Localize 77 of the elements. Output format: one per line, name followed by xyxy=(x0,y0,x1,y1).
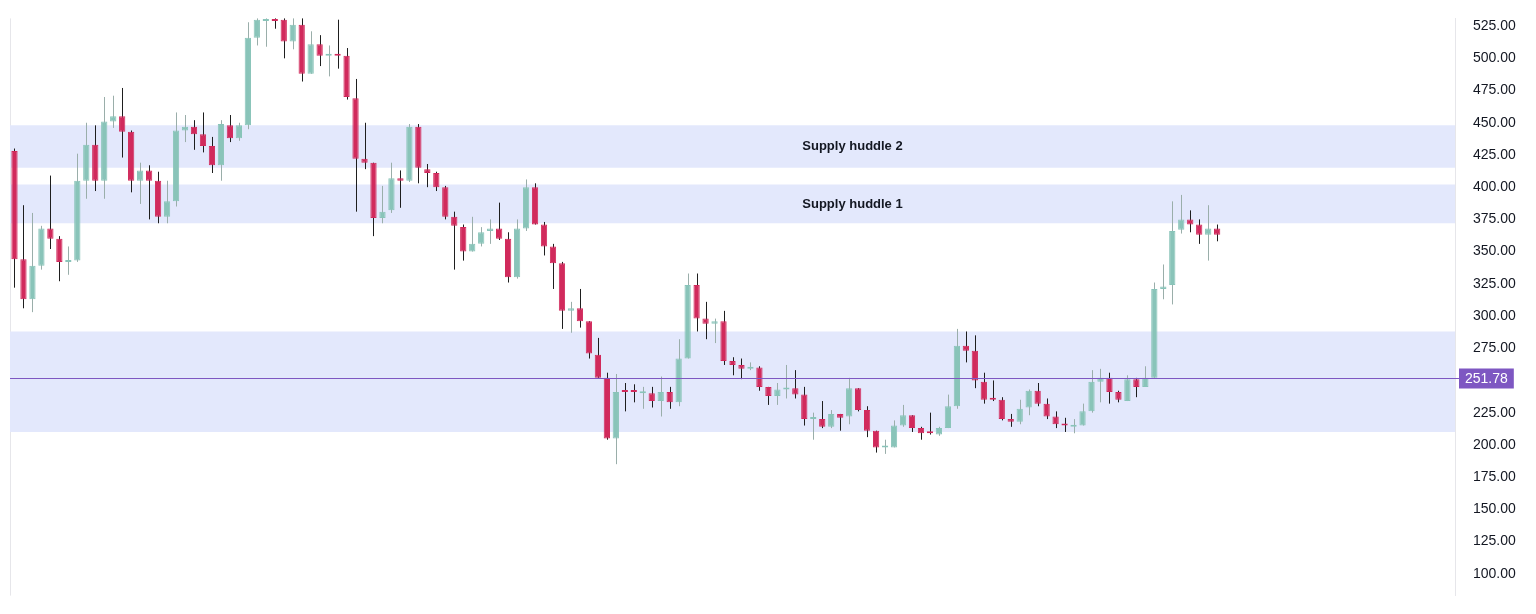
candlestick xyxy=(1034,382,1041,407)
y-tick-label: 100.00 xyxy=(1473,564,1517,581)
candlestick xyxy=(1106,372,1113,405)
candlestick xyxy=(451,211,458,271)
y-tick-label: 300.00 xyxy=(1473,306,1517,323)
candlestick xyxy=(226,114,234,143)
candlestick xyxy=(460,224,467,262)
candlestick xyxy=(1124,374,1131,402)
candlestick xyxy=(1160,263,1167,300)
candlestick xyxy=(56,235,63,282)
candlestick xyxy=(756,365,763,392)
candlestick xyxy=(899,404,907,428)
candlestick xyxy=(567,301,575,334)
y-tick-label: 425.00 xyxy=(1473,145,1517,162)
candlestick xyxy=(208,136,216,174)
candlestick xyxy=(199,111,207,153)
y-tick-label: 450.00 xyxy=(1473,113,1517,130)
y-tick-label: 375.00 xyxy=(1473,210,1517,227)
candlestick xyxy=(576,288,584,329)
candlestick xyxy=(549,243,557,290)
y-tick-label: 350.00 xyxy=(1473,242,1517,259)
candlestick xyxy=(119,87,126,159)
candlestick xyxy=(594,337,602,379)
y-tick-label: 400.00 xyxy=(1473,178,1517,195)
y-tick-label: 500.00 xyxy=(1473,49,1517,66)
y-tick-label: 275.00 xyxy=(1473,339,1517,356)
candlestick xyxy=(774,382,781,406)
candlestick xyxy=(819,400,826,429)
candlestick xyxy=(702,301,709,340)
candlestick xyxy=(801,386,808,427)
band-label: Supply huddle 1 xyxy=(802,195,903,211)
candlestick xyxy=(1205,204,1212,262)
band-label: Supply huddle 2 xyxy=(802,138,903,154)
candlestick xyxy=(469,216,476,253)
y-tick-label: 125.00 xyxy=(1473,532,1517,549)
candlestick xyxy=(1142,365,1149,388)
y-tick-label: 150.00 xyxy=(1473,500,1517,517)
candlestick xyxy=(433,171,440,192)
candlestick xyxy=(253,17,260,46)
candlestick xyxy=(648,386,655,408)
candlestick xyxy=(998,396,1005,421)
y-tick-label: 475.00 xyxy=(1473,81,1517,98)
candlestick xyxy=(379,185,386,224)
candlestick xyxy=(235,122,243,142)
candlestick xyxy=(478,226,485,247)
candlestick xyxy=(1187,209,1194,233)
candlestick xyxy=(316,34,323,67)
candlestick xyxy=(487,218,494,245)
candlestick xyxy=(424,163,431,188)
candlestick xyxy=(1016,399,1023,425)
candlestick xyxy=(944,394,952,429)
candlestick xyxy=(1043,397,1050,420)
candlestick xyxy=(289,17,296,50)
ref-line-label: 251.78 xyxy=(1465,370,1509,387)
candlestick xyxy=(1097,368,1104,403)
y-tick-label: 175.00 xyxy=(1473,467,1517,484)
candlestick xyxy=(145,164,153,220)
candlestick xyxy=(729,356,736,376)
candlestick xyxy=(711,318,718,344)
y-tick-label: 325.00 xyxy=(1473,274,1517,291)
candlestick xyxy=(792,369,799,399)
y-tick-label: 200.00 xyxy=(1473,435,1517,452)
candlestick xyxy=(980,372,987,405)
candlestick xyxy=(828,409,835,429)
candlestick xyxy=(657,376,664,418)
candlestick xyxy=(738,358,745,380)
candlestick xyxy=(863,405,871,438)
candlestick xyxy=(280,17,287,59)
y-tick-label: 225.00 xyxy=(1473,403,1517,420)
candlestick xyxy=(137,162,144,205)
candlestick xyxy=(398,169,403,209)
candlestick xyxy=(47,175,54,250)
candlestick xyxy=(496,202,503,241)
candlestick xyxy=(361,122,368,170)
y-tick-label: 525.00 xyxy=(1473,16,1517,33)
candlestick xyxy=(1178,194,1185,235)
candlestick xyxy=(163,180,171,224)
